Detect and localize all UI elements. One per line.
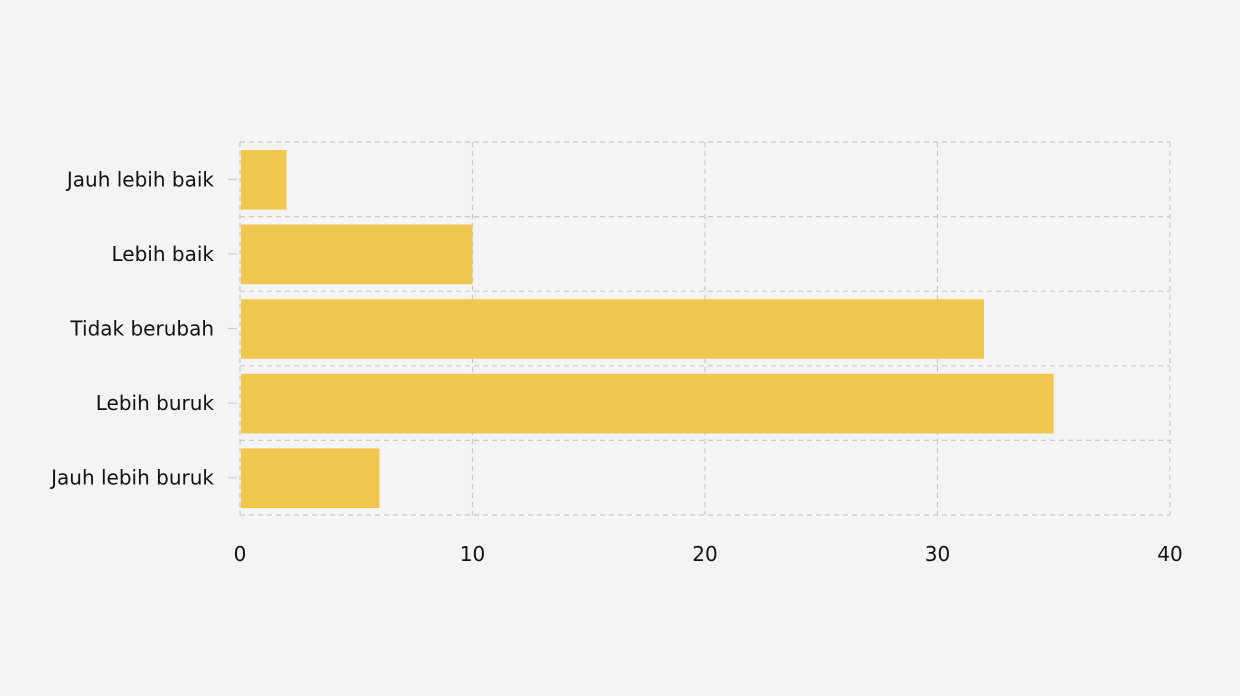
- x-tick-label: 20: [692, 542, 717, 566]
- bar-jauh-lebih-buruk: [241, 448, 380, 508]
- x-tick-label: 30: [925, 542, 950, 566]
- y-tick-label: Lebih buruk: [96, 391, 215, 415]
- bar-lebih-buruk: [241, 373, 1054, 434]
- x-tick-label: 40: [1157, 542, 1182, 566]
- y-axis: Jauh lebih baik Lebih baik Tidak berubah Le…: [49, 167, 237, 490]
- y-tick-label: Jauh lebih buruk: [49, 466, 214, 490]
- x-axis: 0 10 20 30 40: [234, 542, 1183, 566]
- y-tick-label: Jauh lebih baik: [65, 167, 215, 191]
- y-tick-label: Tidak berubah: [69, 317, 214, 341]
- y-tick-label: Lebih baik: [112, 242, 215, 266]
- bars: [241, 150, 1054, 508]
- bar-lebih-baik: [241, 224, 473, 285]
- bar-tidak-berubah: [241, 299, 984, 359]
- bar-jauh-lebih-baik: [241, 150, 287, 210]
- grid: [239, 141, 1171, 516]
- x-tick-label: 0: [234, 542, 247, 566]
- x-tick-label: 10: [460, 542, 485, 566]
